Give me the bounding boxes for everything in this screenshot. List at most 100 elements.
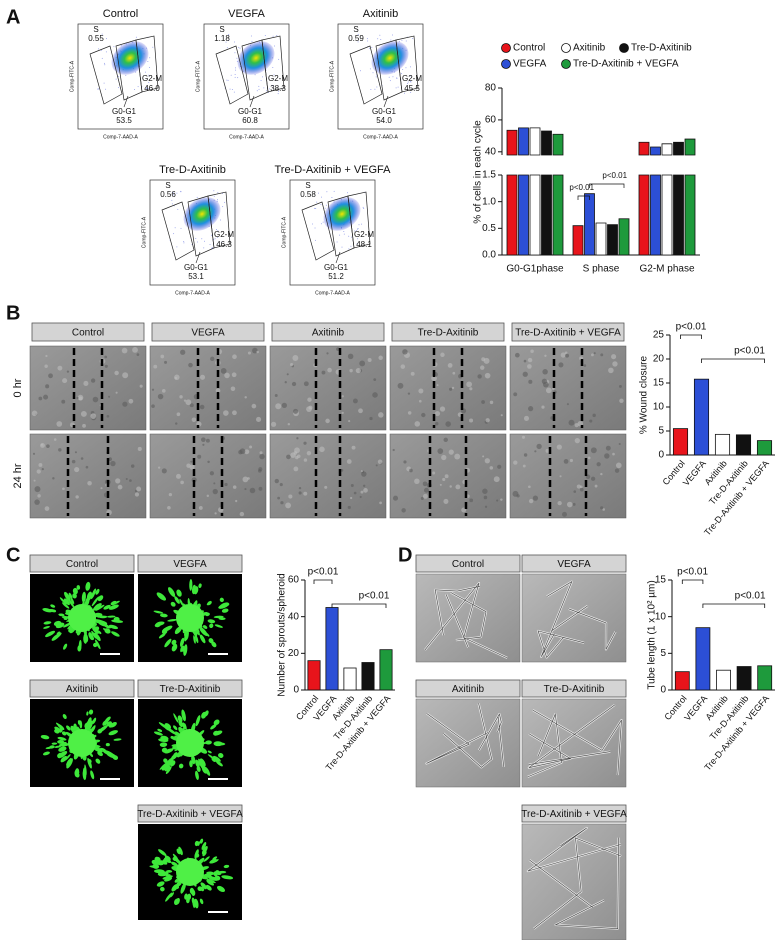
- cell-texture: [484, 458, 490, 464]
- cell-texture: [239, 448, 246, 455]
- event-dot: [260, 79, 262, 81]
- cell-texture: [56, 421, 63, 427]
- image-header: [391, 322, 505, 342]
- cell-texture: [87, 480, 92, 486]
- cell-texture: [483, 495, 488, 500]
- sprout: [43, 625, 50, 629]
- bar: [735, 434, 752, 456]
- sprout: [68, 598, 75, 608]
- event-dot: [176, 246, 178, 248]
- cell-texture: [244, 396, 247, 399]
- y-tick-label: 5: [660, 648, 666, 659]
- sprout: [62, 602, 70, 609]
- sprout: [90, 770, 95, 780]
- gate-label: G0-G1: [372, 107, 397, 116]
- sprout: [157, 728, 163, 732]
- sprout: [86, 711, 89, 716]
- cell-texture: [435, 422, 439, 426]
- event-dot: [234, 76, 236, 78]
- sprout: [201, 842, 207, 850]
- bar: [572, 225, 584, 256]
- cell-texture: [560, 352, 566, 358]
- flow-y-label: Comp-FITC-A: [281, 216, 287, 248]
- sprout: [195, 715, 201, 727]
- cell-texture: [80, 457, 84, 460]
- cell-texture: [136, 486, 142, 492]
- event-dot: [357, 238, 359, 240]
- cell-texture: [422, 481, 428, 487]
- bar: [756, 440, 773, 456]
- sprout: [57, 724, 65, 731]
- event-dot: [402, 68, 404, 70]
- cell-texture: [355, 368, 361, 374]
- sprout: [102, 628, 111, 633]
- sprout: [159, 742, 168, 747]
- cell-texture: [294, 447, 300, 454]
- cell-texture: [378, 412, 384, 418]
- cell-texture: [619, 398, 624, 404]
- cell-texture: [215, 388, 221, 394]
- bracket: [331, 603, 387, 608]
- cell-texture: [573, 490, 577, 493]
- sprout: [213, 742, 226, 746]
- gate-s: [89, 45, 123, 105]
- cell-texture: [351, 445, 356, 450]
- image-header-label: Tre-D-Axitinib: [418, 328, 479, 339]
- cell-texture: [392, 495, 399, 501]
- event-dot: [358, 224, 360, 226]
- cell-texture: [205, 438, 210, 443]
- cell-texture: [590, 476, 596, 481]
- cell-texture: [293, 408, 299, 414]
- event-dot: [97, 88, 99, 90]
- cell-texture: [90, 378, 96, 383]
- event-dot: [273, 74, 275, 76]
- bracket: [589, 183, 625, 188]
- sprout: [49, 745, 55, 749]
- y-tick-label: 0: [293, 685, 299, 696]
- legend-label: Axitinib: [573, 43, 606, 54]
- cell-texture: [83, 380, 89, 386]
- sprout: [97, 595, 104, 602]
- event-dot: [227, 79, 229, 81]
- cell-texture: [115, 391, 118, 394]
- annotation: p<0.01: [602, 171, 627, 180]
- sprout: [66, 725, 71, 731]
- event-dot: [392, 76, 394, 78]
- event-dot: [234, 73, 236, 75]
- event-dot: [174, 227, 176, 229]
- event-dot: [372, 72, 374, 74]
- event-dot: [125, 74, 127, 76]
- event-dot: [227, 39, 229, 41]
- flow-x-label: Comp-7-AAD-A: [175, 290, 210, 296]
- cell-texture: [180, 349, 186, 355]
- event-dot: [262, 76, 264, 78]
- row-label: 0 hr: [12, 378, 24, 397]
- event-dot: [183, 242, 185, 244]
- cell-texture: [90, 413, 97, 419]
- bracket: [680, 334, 702, 339]
- cell-texture: [117, 484, 123, 490]
- sprout: [204, 766, 211, 776]
- cell-texture: [110, 460, 116, 467]
- sprout: [213, 730, 223, 736]
- cell-texture: [303, 491, 308, 496]
- cell-texture: [436, 384, 439, 387]
- event-dot: [263, 87, 265, 89]
- y-tick-label: 10: [653, 402, 665, 413]
- wound-image: [269, 345, 387, 431]
- cell-texture: [437, 448, 444, 455]
- event-dot: [183, 240, 185, 242]
- event-dot: [239, 47, 241, 49]
- cell-texture: [378, 355, 383, 361]
- cell-texture: [528, 498, 534, 504]
- sprout: [200, 882, 207, 890]
- event-dot: [213, 190, 215, 192]
- cell-texture: [220, 368, 227, 374]
- cell-texture: [360, 490, 364, 494]
- image-header-label: Tre-D-Axitinib: [544, 684, 605, 695]
- sprout: [178, 720, 184, 728]
- cell-texture: [432, 471, 436, 475]
- sprout: [95, 588, 100, 595]
- event-dot: [348, 235, 350, 237]
- annotation: p<0.01: [735, 591, 766, 602]
